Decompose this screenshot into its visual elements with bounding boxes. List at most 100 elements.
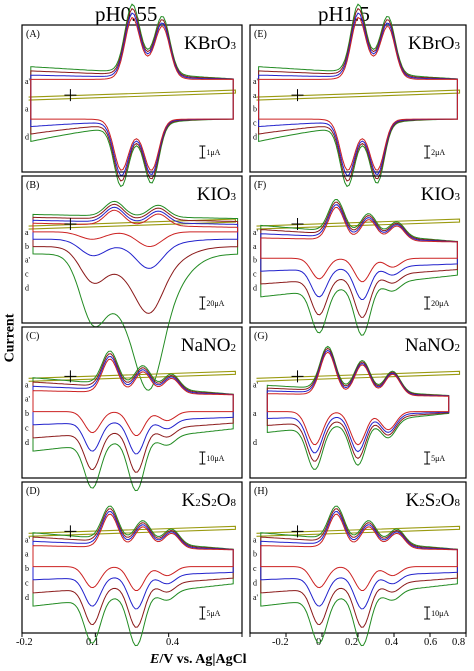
series-blank-curve xyxy=(256,370,461,382)
panel-frame xyxy=(21,24,243,173)
series-d-curve xyxy=(30,3,234,188)
compound-subscript: 3 xyxy=(455,191,461,203)
x-tick-right-2: 0.2 xyxy=(345,637,359,648)
compound-part: 2 xyxy=(419,497,425,509)
panel-frame xyxy=(249,326,467,479)
series-c-curve xyxy=(32,353,234,473)
compound-part: K xyxy=(405,490,419,511)
series-d-curve xyxy=(32,350,234,492)
panel-a: (A) KBrO3 1μA a' a d xyxy=(21,3,243,188)
curve-label: b xyxy=(25,564,29,573)
curve-label: a' xyxy=(25,535,31,544)
scale-bar xyxy=(424,145,431,159)
x-tick-right-3: 0.4 xyxy=(385,637,399,648)
series-a-curve xyxy=(30,16,234,171)
zero-crosshair xyxy=(291,218,304,231)
curve-label: a' xyxy=(253,77,259,86)
series-b-curve xyxy=(32,355,234,455)
series-b-curve xyxy=(32,206,239,269)
series-a-curve xyxy=(32,209,239,248)
series-blank-curve xyxy=(256,89,461,101)
compound-label: KIO3 xyxy=(421,184,461,205)
compound-subscript: 3 xyxy=(231,191,237,203)
panel-label: (F) xyxy=(254,180,266,191)
series-b-curve xyxy=(260,204,458,301)
x-axis-title-rest: /V vs. Ag|AgCl xyxy=(159,652,247,667)
compound-base: KBrO xyxy=(408,33,454,54)
curve-label: b xyxy=(25,242,29,251)
panel-label: (B) xyxy=(26,180,39,191)
curve-label: b xyxy=(253,256,257,265)
compound-label: KBrO3 xyxy=(408,33,460,54)
panel-label: (G) xyxy=(254,331,268,342)
panel-frame xyxy=(249,175,467,324)
x-tick-right-5: 0.8 xyxy=(452,637,466,648)
scale-bar-label: 10μA xyxy=(431,609,449,618)
panel-c: (C) NaNO2 10μA a a' bcd xyxy=(21,326,243,492)
curve-label: c xyxy=(25,578,29,587)
curve-label: a' xyxy=(253,228,259,237)
series-a-curve xyxy=(258,16,458,171)
x-axis-title-variable: E xyxy=(150,652,160,667)
compound-base: NaNO xyxy=(181,335,231,356)
series-c-curve xyxy=(260,201,458,318)
series-a-curve xyxy=(32,513,234,591)
curve-label: c xyxy=(25,270,29,279)
curve-label: c xyxy=(25,423,29,432)
curve-label: d xyxy=(253,284,257,293)
curve-label: a' xyxy=(253,593,259,602)
scale-bar xyxy=(424,606,431,620)
compound-part: S xyxy=(425,490,436,511)
series-c-curve xyxy=(32,203,239,314)
x-tick-left-0: -0.2 xyxy=(16,637,33,648)
curve-label: d xyxy=(25,593,29,602)
panel-frame xyxy=(249,24,467,173)
scale-bar-label: 1μA xyxy=(206,148,220,157)
curve-label: a' xyxy=(253,380,259,389)
scale-bar-label: 5μA xyxy=(206,609,220,618)
scale-bar-label: 20μA xyxy=(206,299,224,308)
compound-base: KIO xyxy=(197,184,231,205)
panel-label: (A) xyxy=(26,29,40,40)
series-d-curve xyxy=(32,200,239,391)
scale-bar xyxy=(199,145,206,159)
zero-crosshair xyxy=(291,525,304,538)
curve-label: c xyxy=(253,564,257,573)
x-axis-title: E/V vs. Ag|AgCl xyxy=(150,652,247,668)
compound-part: O xyxy=(217,490,231,511)
curve-label: d xyxy=(25,133,29,142)
compound-part: 8 xyxy=(231,497,237,509)
scale-bar-label: 2μA xyxy=(431,148,445,157)
panel-g: (G) NaNO2 5μA a' a d xyxy=(249,326,467,479)
zero-crosshair xyxy=(291,370,304,383)
curve-label: a xyxy=(25,380,29,389)
compound-subscript: 3 xyxy=(231,40,237,52)
curve-label: c xyxy=(253,270,257,279)
curve-label: a xyxy=(25,105,29,114)
scale-bar xyxy=(424,296,431,310)
zero-crosshair xyxy=(291,89,304,102)
compound-part: 8 xyxy=(455,497,461,509)
series-d-curve xyxy=(258,3,458,188)
panel-label: (E) xyxy=(254,29,267,40)
compound-part: S xyxy=(201,490,212,511)
scale-bar-label: 5μA xyxy=(431,454,445,463)
compound-part: 2 xyxy=(195,497,201,509)
compound-base: KIO xyxy=(421,184,455,205)
panel-frame xyxy=(21,326,243,479)
series-blank-curve xyxy=(28,89,236,101)
curve-label: b xyxy=(25,409,29,418)
series-d-curve xyxy=(260,198,458,336)
compound-label: K2S2O8 xyxy=(181,490,236,511)
series-c-curve xyxy=(260,508,458,628)
panel-label: (H) xyxy=(254,486,268,497)
curve-label: b xyxy=(253,550,257,559)
series-b-curve xyxy=(260,510,458,610)
curve-label: a xyxy=(253,409,257,418)
curve-label: c xyxy=(253,119,257,128)
compound-label: NaNO2 xyxy=(181,335,236,356)
